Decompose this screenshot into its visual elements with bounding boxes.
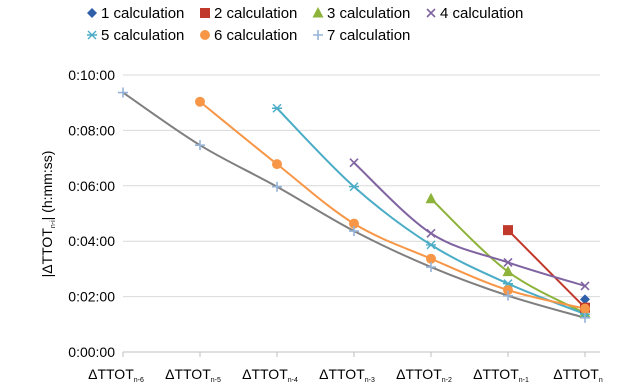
y-tick-label: 0:08:00	[68, 122, 115, 138]
legend-item: 6 calculation	[200, 27, 297, 44]
trendline-2	[507, 229, 586, 309]
x-tick-label: ΔTTOTn-1	[473, 366, 529, 384]
legend-marker	[87, 8, 97, 18]
trendline-6	[199, 100, 586, 310]
data-point	[272, 181, 282, 192]
legend-label: 1 calculation	[101, 5, 184, 22]
x-tick-label: ΔTTOTn-5	[165, 366, 221, 384]
gridlines	[123, 74, 600, 353]
data-point	[272, 103, 282, 113]
data-point	[503, 257, 513, 268]
y-tick-label: 0:02:00	[68, 289, 115, 305]
markers	[118, 87, 591, 323]
data-point	[349, 158, 359, 168]
data-point	[503, 225, 513, 236]
legend-marker	[87, 30, 97, 40]
legend-marker	[200, 30, 210, 40]
legend-marker	[200, 8, 210, 18]
legend-label: 7 calculation	[327, 27, 410, 44]
data-point	[503, 290, 513, 301]
data-point	[580, 281, 590, 291]
legend-item: 7 calculation	[313, 27, 410, 44]
y-axis-title: |ΔTTOTn-i| (h:mm:ss)	[39, 151, 57, 278]
y-tick-label: 0:06:00	[68, 178, 115, 194]
data-point	[426, 262, 436, 273]
y-tick-label: 0:00:00	[68, 344, 115, 360]
data-point	[272, 159, 282, 170]
legend: 1 calculation 2 calculation 3 calculation 4…	[87, 5, 523, 44]
data-point	[580, 294, 590, 305]
trendline-5	[276, 107, 586, 316]
legend-marker	[313, 30, 323, 40]
legend-item: 2 calculation	[200, 5, 297, 22]
legend-marker	[426, 8, 436, 18]
data-point	[502, 265, 514, 277]
data-point	[503, 285, 513, 296]
x-tick-label: ΔTTOTn-3	[319, 366, 375, 384]
legend-item: 4 calculation	[426, 5, 523, 22]
data-point	[349, 218, 359, 229]
data-point	[426, 253, 436, 264]
data-point	[426, 228, 436, 238]
data-point	[349, 182, 359, 192]
legend-label: 3 calculation	[327, 5, 410, 22]
data-point	[195, 140, 205, 151]
legend-label: 5 calculation	[101, 27, 184, 44]
legend-label: 2 calculation	[214, 5, 297, 22]
x-axis: ΔTTOTn-6 ΔTTOTn-5 ΔTTOTn-4 ΔTTOTn-3 ΔTTOTn-2…	[88, 351, 603, 384]
legend-item: 1 calculation	[87, 5, 184, 22]
legend-label: 6 calculation	[214, 27, 297, 44]
y-tick-label: 0:10:00	[68, 67, 115, 83]
y-tick-label: 0:04:00	[68, 233, 115, 249]
x-tick-label: ΔTTOTn	[553, 366, 603, 384]
legend-label: 4 calculation	[440, 5, 523, 22]
y-axis: 0:00:00 0:02:00 0:04:00 0:06:00 0:08:00 0:10:…	[68, 67, 115, 360]
x-tick-label: ΔTTOTn-2	[396, 366, 452, 384]
trendline-7	[122, 91, 586, 319]
data-point	[426, 240, 436, 250]
x-tick-label: ΔTTOTn-4	[242, 366, 298, 384]
data-point	[580, 303, 590, 314]
data-point	[195, 96, 205, 107]
legend-item: 5 calculation	[87, 27, 184, 44]
legend-item: 3 calculation	[312, 5, 410, 22]
trendlines	[122, 91, 586, 319]
legend-marker	[312, 7, 324, 18]
x-tick-label: ΔTTOTn-6	[88, 366, 144, 384]
data-point	[425, 192, 437, 204]
data-point	[118, 87, 128, 98]
data-point	[349, 226, 359, 237]
data-point	[580, 312, 590, 323]
trendline-4	[353, 161, 586, 287]
